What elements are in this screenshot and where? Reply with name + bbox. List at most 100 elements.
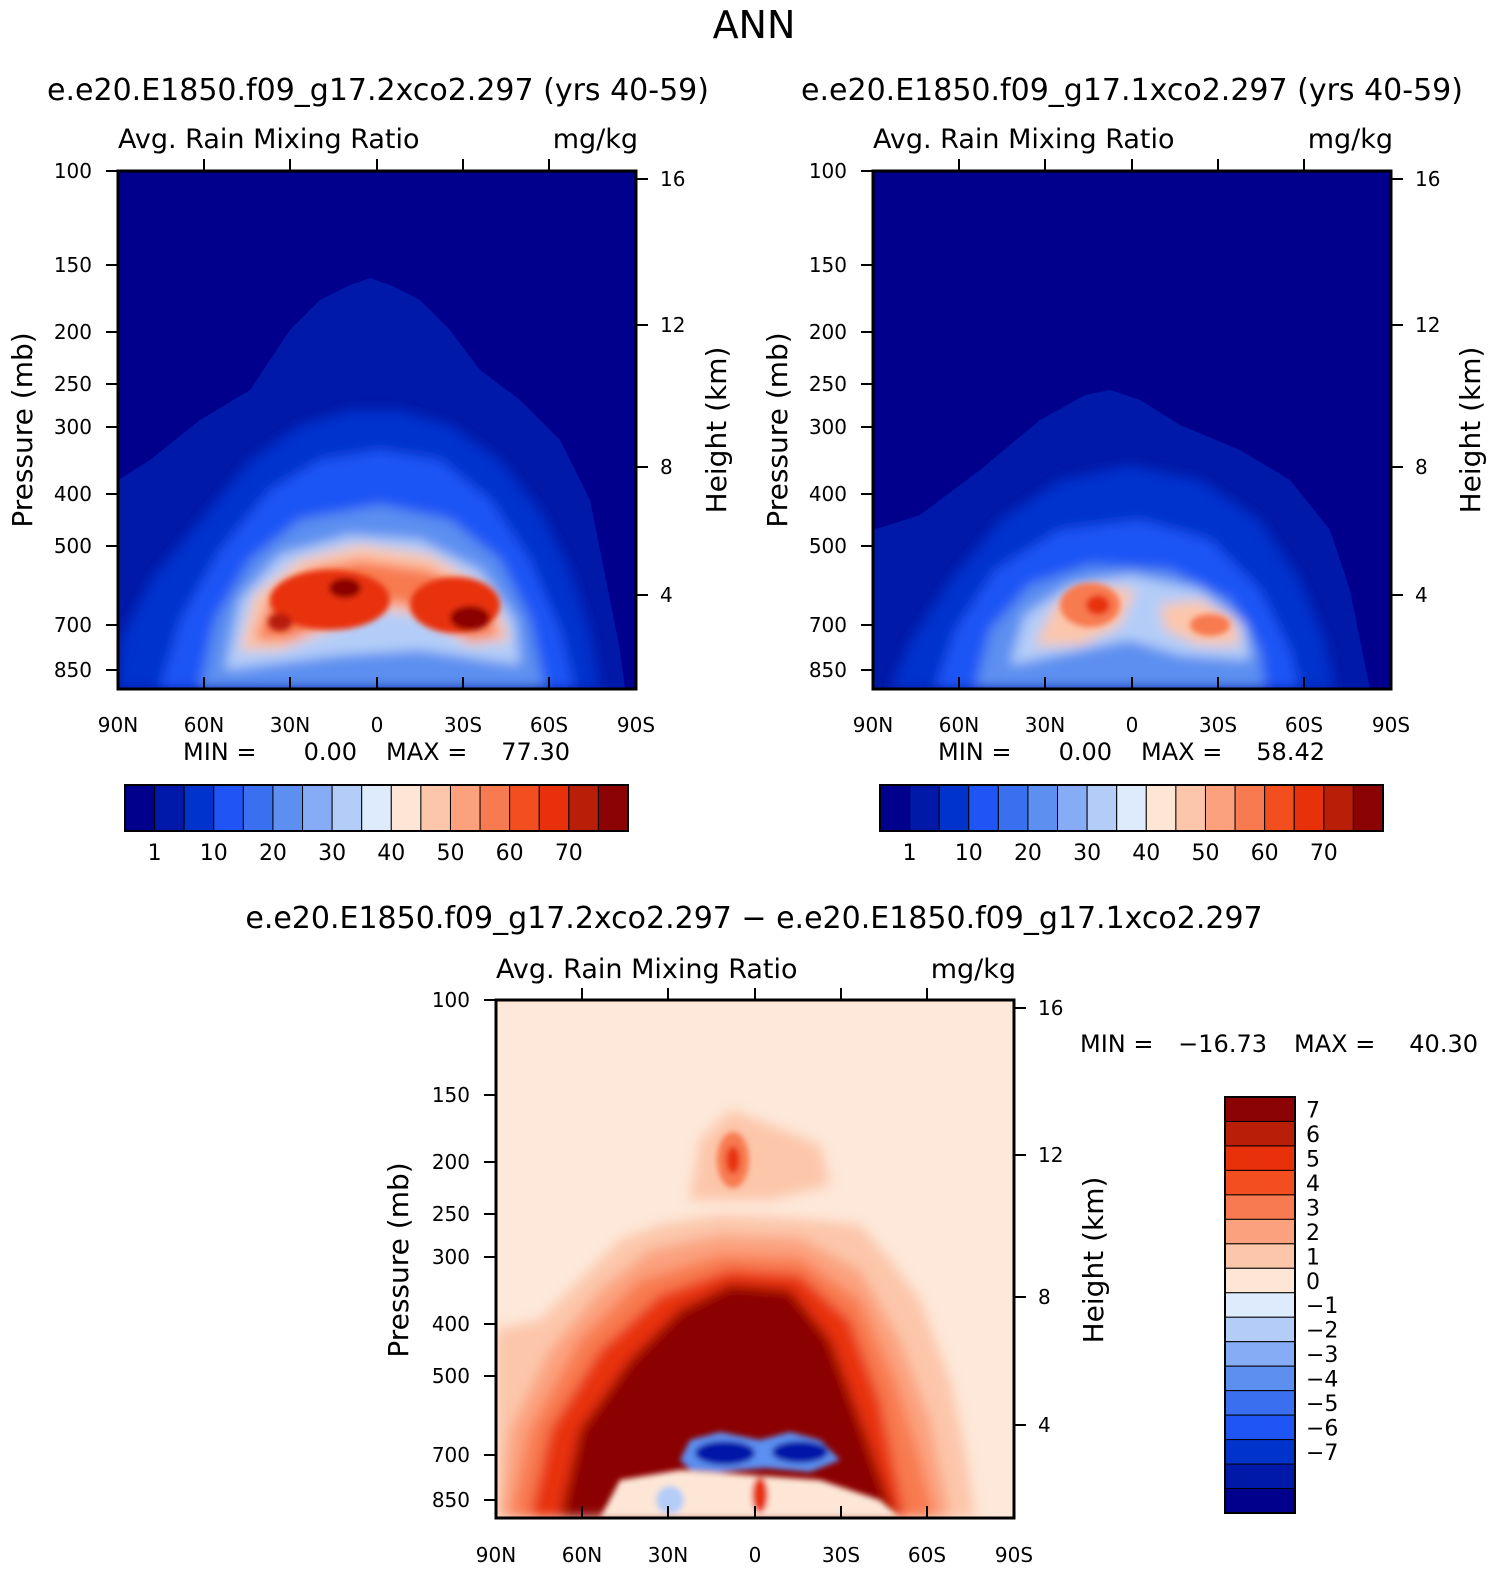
colorbar-label: −7 xyxy=(1306,1441,1338,1466)
colorbar-swatch xyxy=(1293,784,1325,832)
colorbar-label: 2 xyxy=(1306,1221,1320,1246)
colorbar-swatch xyxy=(479,784,511,832)
x-tick-label: 60N xyxy=(184,713,224,737)
colorbar-swatch xyxy=(1224,1243,1296,1269)
colorbar-swatch xyxy=(1224,1390,1296,1416)
colorbar-label: −4 xyxy=(1306,1368,1338,1393)
contour-core xyxy=(695,1441,755,1465)
min-label: MIN = xyxy=(938,738,1011,766)
max-label: MAX = xyxy=(1294,1030,1375,1058)
min-value: −16.73 xyxy=(1178,1030,1267,1058)
colorbar-frame xyxy=(124,784,629,832)
x-tick-label: 0 xyxy=(749,1543,762,1567)
colorbar-swatch xyxy=(420,784,451,832)
colorbar-swatch xyxy=(183,784,215,832)
max-label: MAX = xyxy=(386,738,467,766)
contour-core xyxy=(656,1486,684,1514)
y2-ticks: 16 12 8 4 xyxy=(1014,996,1063,1437)
y-tick-label: 100 xyxy=(809,159,847,183)
plot-area xyxy=(873,171,1391,689)
colorbar-swatch xyxy=(1224,1218,1296,1245)
min-max-readout: MIN = −16.73 MAX = 40.30 xyxy=(1080,1030,1478,1058)
colorbar-swatch xyxy=(449,784,481,832)
y-ticks: 100 150 200 250 300 400 500 700 850 xyxy=(432,988,496,1512)
colorbar-swatch xyxy=(1352,784,1384,832)
x-tick-label: 60N xyxy=(562,1543,602,1567)
colorbar-label: 10 xyxy=(955,841,983,866)
y-tick-label: 150 xyxy=(432,1083,470,1107)
y-tick-label: 850 xyxy=(54,658,92,682)
x-tick-label: 30S xyxy=(822,1543,860,1567)
colorbar-label: 30 xyxy=(318,841,346,866)
y-tick-label: 400 xyxy=(54,482,92,506)
panel-subtitle-left: Avg. Rain Mixing Ratio xyxy=(496,954,798,985)
min-value: 0.00 xyxy=(1059,738,1112,766)
x-tick-label: 30S xyxy=(444,713,482,737)
colorbar-swatch xyxy=(1224,1365,1296,1392)
contour-core xyxy=(1086,595,1110,615)
colorbar: 1 10 20 30 40 50 60 70 xyxy=(879,784,1384,866)
colorbar-swatch xyxy=(1057,784,1088,832)
panel-units: mg/kg xyxy=(553,124,638,155)
y-tick-label: 300 xyxy=(54,415,92,439)
y-tick-label: 300 xyxy=(809,415,847,439)
y2-tick-label: 12 xyxy=(1415,313,1440,337)
y2-tick-label: 16 xyxy=(1415,167,1440,191)
colorbar-label: 3 xyxy=(1306,1196,1320,1221)
colorbar-swatch xyxy=(1264,784,1295,832)
panel-title: e.e20.E1850.f09_g17.2xco2.297 (yrs 40-59… xyxy=(47,73,709,108)
colorbar-swatch xyxy=(1224,1145,1296,1171)
colorbar-swatch xyxy=(124,784,156,832)
colorbar-swatch xyxy=(154,784,185,832)
y2-tick-label: 4 xyxy=(1038,1413,1051,1437)
x-tick-label: 90N xyxy=(98,713,138,737)
colorbar-swatch xyxy=(879,784,911,832)
x-tick-label: 60S xyxy=(1285,713,1323,737)
colorbar: 1 10 20 30 40 50 60 70 xyxy=(124,784,629,866)
plot-area xyxy=(496,1000,1014,1518)
colorbar-label: −5 xyxy=(1306,1392,1338,1417)
colorbar-swatch xyxy=(1116,784,1147,832)
x-tick-label: 60N xyxy=(939,713,979,737)
x-tick-label: 90N xyxy=(476,1543,516,1567)
colorbar-swatch xyxy=(968,784,999,832)
colorbar-label: 50 xyxy=(436,841,464,866)
colorbar-swatch xyxy=(242,784,274,832)
y-tick-label: 300 xyxy=(432,1245,470,1269)
colorbar-swatch xyxy=(1204,784,1236,832)
y-tick-label: 250 xyxy=(54,372,92,396)
colorbar-swatch xyxy=(538,784,570,832)
colorbar-swatch xyxy=(568,784,599,832)
x-tick-label: 90S xyxy=(1372,713,1410,737)
x-tick-label: 90S xyxy=(995,1543,1033,1567)
max-label: MAX = xyxy=(1141,738,1222,766)
colorbar-swatch xyxy=(1224,1292,1296,1318)
panel-subtitle-left: Avg. Rain Mixing Ratio xyxy=(873,124,1175,155)
colorbar-label: 1 xyxy=(903,841,917,866)
colorbar-label: 40 xyxy=(1132,841,1160,866)
y-axis-label: Pressure (mb) xyxy=(761,332,794,527)
min-max-readout: MIN = 0.00 MAX = 58.42 xyxy=(938,738,1325,766)
y2-tick-label: 4 xyxy=(1415,583,1428,607)
y-axis-label: Pressure (mb) xyxy=(6,332,39,527)
colorbar-swatch xyxy=(597,784,629,832)
colorbar-label: 60 xyxy=(1251,841,1279,866)
y2-tick-label: 16 xyxy=(660,167,685,191)
x-tick-label: 30S xyxy=(1199,713,1237,737)
colorbar-label: 4 xyxy=(1306,1172,1320,1197)
min-max-readout: MIN = 0.00 MAX = 77.30 xyxy=(183,738,570,766)
colorbar-swatch xyxy=(1323,784,1354,832)
colorbar-label: 1 xyxy=(1306,1245,1320,1270)
colorbar-swatch xyxy=(1224,1463,1296,1490)
y2-axis-label: Height (km) xyxy=(1454,347,1487,514)
min-value: 0.00 xyxy=(304,738,357,766)
x-tick-label: 0 xyxy=(371,713,384,737)
colorbar-label: 7 xyxy=(1306,1098,1320,1123)
colorbar-label: 60 xyxy=(496,841,524,866)
colorbar-frame xyxy=(879,784,1384,832)
y2-tick-label: 8 xyxy=(1038,1285,1051,1309)
colorbar-swatch xyxy=(1224,1439,1296,1465)
colorbar-swatch xyxy=(1224,1120,1296,1147)
colorbar-label: −3 xyxy=(1306,1343,1338,1368)
